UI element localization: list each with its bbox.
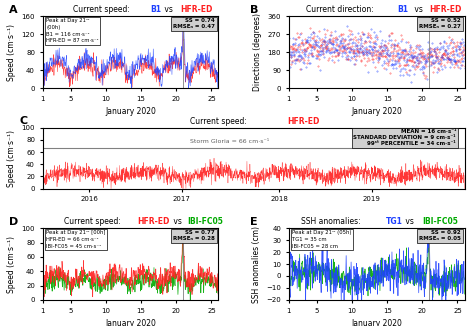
Text: SS = 0.74
RMSEₙ = 0.47: SS = 0.74 RMSEₙ = 0.47 <box>173 19 215 29</box>
X-axis label: January 2020: January 2020 <box>351 107 402 116</box>
Text: E: E <box>250 217 258 227</box>
Text: C: C <box>19 116 27 126</box>
Text: SS = 0.77
RMSEₙ = 0.28: SS = 0.77 RMSEₙ = 0.28 <box>173 230 215 241</box>
Text: Peak at Day 21ˢᵗ (05h)
TG1 = 35 cm
IBI-FC05 = 28 cm: Peak at Day 21ˢᵗ (05h) TG1 = 35 cm IBI-F… <box>292 230 352 248</box>
Y-axis label: SSH anomalies (cm): SSH anomalies (cm) <box>252 226 261 303</box>
Text: vs: vs <box>403 217 416 226</box>
Text: B: B <box>250 5 258 15</box>
Text: MEAN = 16 cm·s⁻¹
STANDARD DEVIATION = 9 cm·s⁻¹
99ˢᵗ PERCENTILE = 34 cm·s⁻¹: MEAN = 16 cm·s⁻¹ STANDARD DEVIATION = 9 … <box>354 129 456 146</box>
X-axis label: January 2020: January 2020 <box>105 107 156 116</box>
Text: B1: B1 <box>150 5 161 14</box>
Text: A: A <box>9 5 18 15</box>
Text: vs: vs <box>412 5 425 14</box>
Text: B1: B1 <box>398 5 409 14</box>
Y-axis label: Speed (cm·s⁻¹): Speed (cm·s⁻¹) <box>7 130 16 186</box>
Text: HFR-ED: HFR-ED <box>287 117 320 126</box>
Text: HFR-ED: HFR-ED <box>137 217 170 226</box>
Text: Current speed:: Current speed: <box>73 5 132 14</box>
Text: IBI-FC05: IBI-FC05 <box>422 217 458 226</box>
Y-axis label: Directions (degrees): Directions (degrees) <box>253 13 262 91</box>
Text: D: D <box>9 217 18 227</box>
Text: IBI-FC05: IBI-FC05 <box>187 217 223 226</box>
Text: HFR-ED: HFR-ED <box>180 5 212 14</box>
Text: vs: vs <box>171 217 184 226</box>
Text: Current direction:: Current direction: <box>306 5 376 14</box>
X-axis label: January 2020: January 2020 <box>105 319 156 326</box>
Text: SS = 0.52
RMSEₙ = 0.27: SS = 0.52 RMSEₙ = 0.27 <box>419 19 461 29</box>
Text: Peak at Day 21ˢᵗ
(00h)
B1 = 116 cm·s⁻¹
HFR-ED = 87 cm·s⁻¹: Peak at Day 21ˢᵗ (00h) B1 = 116 cm·s⁻¹ H… <box>46 19 99 43</box>
X-axis label: January 2020: January 2020 <box>351 319 402 326</box>
Y-axis label: Speed (cm·s⁻¹): Speed (cm·s⁻¹) <box>7 24 16 81</box>
Text: TG1: TG1 <box>385 217 402 226</box>
Text: Peak at Day 21ˢᵗ [00h]
HFR-ED = 66 cm·s⁻¹
IBI-FC05 = 45 cm·s⁻¹: Peak at Day 21ˢᵗ [00h] HFR-ED = 66 cm·s⁻… <box>46 230 106 248</box>
Text: vs: vs <box>162 5 175 14</box>
Text: SS = 0.92
RMSEₙ = 0.05: SS = 0.92 RMSEₙ = 0.05 <box>419 230 461 241</box>
Text: HFR-ED: HFR-ED <box>429 5 462 14</box>
Text: Storm Gloria = 66 cm·s⁻¹: Storm Gloria = 66 cm·s⁻¹ <box>190 139 270 144</box>
Text: Current speed:: Current speed: <box>190 117 249 126</box>
Text: Current speed:: Current speed: <box>64 217 123 226</box>
Text: SSH anomalies:: SSH anomalies: <box>301 217 363 226</box>
Y-axis label: Speed (cm·s⁻¹): Speed (cm·s⁻¹) <box>7 236 16 292</box>
